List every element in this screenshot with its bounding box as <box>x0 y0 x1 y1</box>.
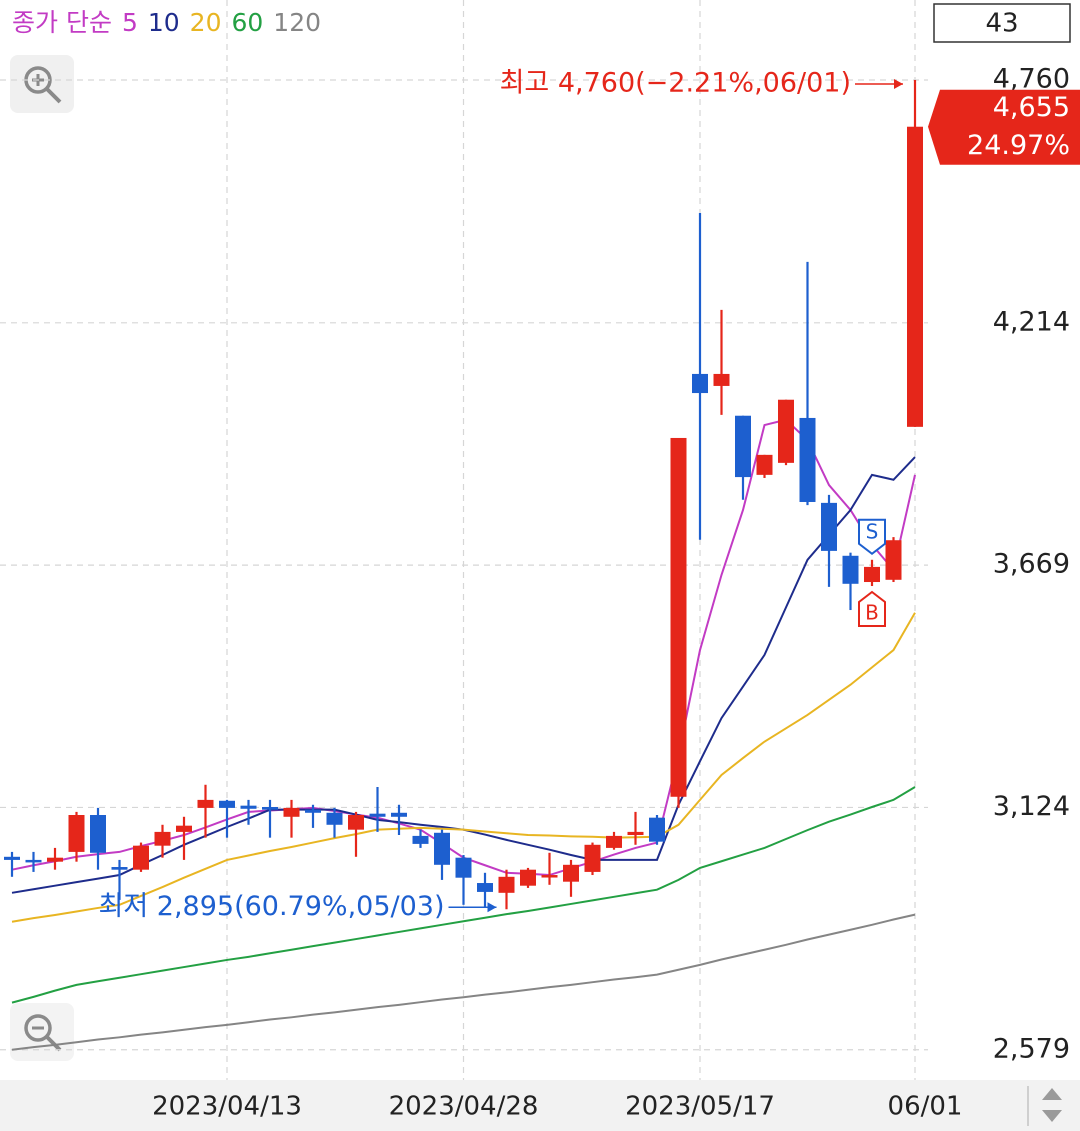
overlays: 2,579 3,124 3,669 4,214 4,760 2023/04/13 2023/… <box>12 3 1080 1122</box>
candle-body <box>176 825 192 832</box>
candle-body <box>627 831 644 836</box>
candle-body <box>326 812 343 825</box>
candle-body <box>541 875 558 878</box>
zoom-in-handle <box>45 87 62 104</box>
x-axis-band <box>0 1080 1080 1131</box>
legend-item: 120 <box>273 8 321 37</box>
y-tick-label: 4,214 <box>993 306 1070 337</box>
candle-body <box>348 815 364 830</box>
candle-body <box>434 832 450 865</box>
ma-line <box>11 612 916 923</box>
y-tick-label: 4,760 <box>993 64 1070 95</box>
candle-body <box>563 864 579 882</box>
candle-body <box>197 799 214 808</box>
zoom-in[interactable] <box>10 55 74 113</box>
candle-body <box>25 859 42 863</box>
candle-body <box>111 867 128 870</box>
candle-body <box>735 415 751 478</box>
zoom-out-handle <box>45 1035 62 1052</box>
candle-body <box>305 809 321 813</box>
legend-item: 20 <box>190 8 222 37</box>
candle-body <box>90 815 106 853</box>
ma-line <box>11 786 916 1004</box>
price-box <box>928 89 1080 165</box>
candle-body <box>821 502 837 551</box>
candle-body <box>670 437 687 797</box>
candle-body <box>498 876 515 893</box>
high-annotation: 최고 4,760(−2.21%,06/01) <box>500 68 851 99</box>
zoom-out-lens <box>24 1014 52 1042</box>
y-tick-label: 3,124 <box>993 791 1070 822</box>
signal-label: B <box>865 601 879 625</box>
candle-body <box>133 845 149 870</box>
price-label: 4,655 <box>993 92 1070 123</box>
ma-line <box>11 913 916 1051</box>
grid <box>0 0 928 1080</box>
candle-body <box>907 126 923 427</box>
candle-body <box>649 817 665 842</box>
zoom-in-bg <box>10 55 74 113</box>
candle-body <box>885 540 902 580</box>
candle-body <box>842 555 859 584</box>
legend-item: 5 <box>122 8 138 37</box>
low-arrow-head <box>487 902 497 913</box>
count-label: 43 <box>985 9 1018 39</box>
high-arrow-head <box>894 79 903 90</box>
candle-body <box>391 812 407 817</box>
candle-body <box>713 373 730 386</box>
count-box <box>933 3 1071 43</box>
zoom-out-bg <box>10 1003 74 1061</box>
scroll-up[interactable] <box>1042 1088 1062 1100</box>
candle-body <box>756 454 773 475</box>
candle-body <box>778 399 794 463</box>
legend-title: 종가 단순 <box>12 8 112 37</box>
legend-item: 10 <box>148 8 180 37</box>
candle-body <box>369 813 386 817</box>
candle-body <box>154 831 171 846</box>
candle-body <box>864 566 880 583</box>
signal-badge <box>858 518 886 556</box>
candle-body <box>692 373 708 394</box>
candle-body <box>4 856 20 860</box>
low-annotation: 최저 2,895(60.79%,05/03) <box>99 891 445 922</box>
candle-body <box>262 806 278 810</box>
signal-badge <box>858 590 886 628</box>
scroll-down[interactable] <box>1042 1110 1062 1122</box>
change-label: 24.97% <box>967 130 1070 161</box>
zoom-out[interactable] <box>10 1003 74 1061</box>
candles <box>4 80 923 910</box>
y-tick-label: 2,579 <box>993 1033 1070 1064</box>
candle-body <box>47 857 63 862</box>
candle-body <box>606 835 622 848</box>
x-tick-label: 2023/04/13 <box>152 1092 302 1122</box>
candle-body <box>412 835 429 844</box>
candle-body <box>68 815 85 852</box>
candle-body <box>219 800 235 808</box>
signal-label: S <box>866 519 879 543</box>
x-tick-label: 2023/04/28 <box>389 1092 539 1122</box>
legend-item: 60 <box>231 8 263 37</box>
candle-body <box>584 844 601 872</box>
candle-body <box>520 869 536 886</box>
candle-body <box>283 807 300 817</box>
x-tick-label: 06/01 <box>888 1092 963 1122</box>
candle-body <box>240 805 257 809</box>
candle-body <box>477 883 493 892</box>
ma-lines <box>11 418 916 1051</box>
candle-body <box>799 417 816 502</box>
x-tick-label: 2023/05/17 <box>625 1092 775 1122</box>
candle-body <box>455 857 472 878</box>
y-tick-label: 3,669 <box>993 549 1070 580</box>
